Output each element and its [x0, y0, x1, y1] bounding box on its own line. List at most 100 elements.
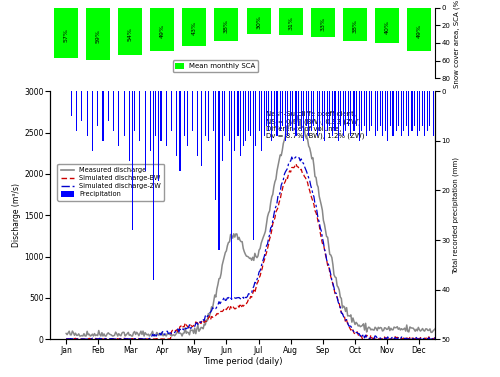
- Bar: [176, 91, 178, 156]
- Text: 54%: 54%: [128, 27, 132, 41]
- Bar: [380, 91, 381, 126]
- Bar: [318, 91, 320, 131]
- Bar: [403, 91, 404, 131]
- Text: 31%: 31%: [288, 16, 293, 29]
- Bar: [324, 91, 325, 141]
- Bar: [278, 8, 302, 35]
- Text: 49%: 49%: [416, 25, 422, 38]
- Bar: [445, 91, 446, 126]
- Bar: [166, 91, 167, 146]
- Bar: [424, 91, 425, 136]
- Bar: [134, 91, 135, 131]
- Bar: [282, 91, 283, 126]
- Bar: [387, 91, 388, 141]
- Bar: [308, 91, 309, 136]
- Bar: [171, 91, 172, 131]
- Bar: [310, 8, 334, 37]
- Bar: [229, 91, 230, 141]
- Bar: [366, 91, 367, 136]
- Bar: [343, 8, 367, 41]
- Bar: [92, 91, 93, 151]
- Bar: [438, 91, 439, 126]
- Bar: [86, 91, 88, 136]
- Bar: [260, 91, 262, 151]
- Bar: [329, 91, 330, 126]
- Text: 30%: 30%: [256, 15, 261, 29]
- Bar: [348, 91, 350, 126]
- Bar: [242, 91, 244, 146]
- Bar: [182, 8, 206, 46]
- Bar: [303, 91, 304, 141]
- Bar: [218, 91, 220, 250]
- Bar: [245, 91, 246, 141]
- Bar: [440, 91, 441, 136]
- Text: 38%: 38%: [352, 19, 358, 33]
- Bar: [448, 91, 450, 136]
- Bar: [358, 91, 360, 141]
- Bar: [398, 91, 399, 126]
- Bar: [204, 91, 206, 136]
- Bar: [200, 91, 202, 166]
- Bar: [118, 91, 120, 146]
- Bar: [253, 91, 254, 240]
- Bar: [144, 91, 146, 170]
- Bar: [86, 8, 110, 60]
- Bar: [153, 91, 154, 280]
- Bar: [392, 91, 394, 136]
- Y-axis label: Discharge (m³/s): Discharge (m³/s): [12, 183, 22, 247]
- Bar: [322, 91, 323, 126]
- X-axis label: Time period (daily): Time period (daily): [203, 357, 282, 366]
- Bar: [118, 8, 142, 55]
- Bar: [264, 91, 265, 136]
- Bar: [306, 91, 307, 126]
- Bar: [248, 91, 249, 131]
- Bar: [340, 91, 341, 126]
- Bar: [158, 91, 160, 181]
- Bar: [416, 91, 418, 136]
- Bar: [300, 91, 302, 131]
- Bar: [208, 91, 209, 141]
- Bar: [234, 91, 236, 151]
- Bar: [258, 91, 260, 131]
- Bar: [231, 91, 232, 300]
- Bar: [271, 91, 272, 141]
- Bar: [290, 91, 292, 126]
- Bar: [419, 91, 420, 131]
- Bar: [406, 91, 407, 126]
- Bar: [54, 8, 78, 58]
- Bar: [374, 91, 376, 136]
- Bar: [276, 91, 278, 136]
- Bar: [150, 8, 174, 51]
- Text: 40%: 40%: [384, 20, 390, 34]
- Text: 38%: 38%: [224, 19, 229, 33]
- Legend: Mean monthly SCA: Mean monthly SCA: [172, 60, 258, 72]
- Bar: [214, 8, 238, 41]
- Bar: [224, 91, 225, 136]
- Bar: [285, 91, 286, 141]
- Bar: [266, 91, 267, 126]
- Text: 59%: 59%: [96, 29, 100, 43]
- Bar: [345, 91, 346, 131]
- Bar: [132, 91, 133, 230]
- Bar: [408, 91, 410, 136]
- Bar: [407, 8, 431, 51]
- Bar: [287, 91, 288, 136]
- Bar: [160, 91, 162, 141]
- Y-axis label: Total recorded precipitation (mm): Total recorded precipitation (mm): [453, 157, 460, 274]
- Text: 43%: 43%: [192, 21, 197, 35]
- Bar: [334, 91, 336, 131]
- Bar: [108, 91, 109, 121]
- Bar: [432, 91, 434, 136]
- Bar: [113, 91, 114, 131]
- Bar: [434, 91, 436, 131]
- Bar: [274, 91, 276, 126]
- Bar: [401, 91, 402, 136]
- Bar: [150, 91, 151, 151]
- Bar: [422, 91, 423, 126]
- Y-axis label: Snow cover area, SCA (%): Snow cover area, SCA (%): [453, 0, 460, 89]
- Bar: [250, 91, 251, 136]
- Bar: [129, 91, 130, 161]
- Bar: [102, 91, 104, 141]
- Bar: [350, 91, 352, 136]
- Bar: [364, 91, 365, 126]
